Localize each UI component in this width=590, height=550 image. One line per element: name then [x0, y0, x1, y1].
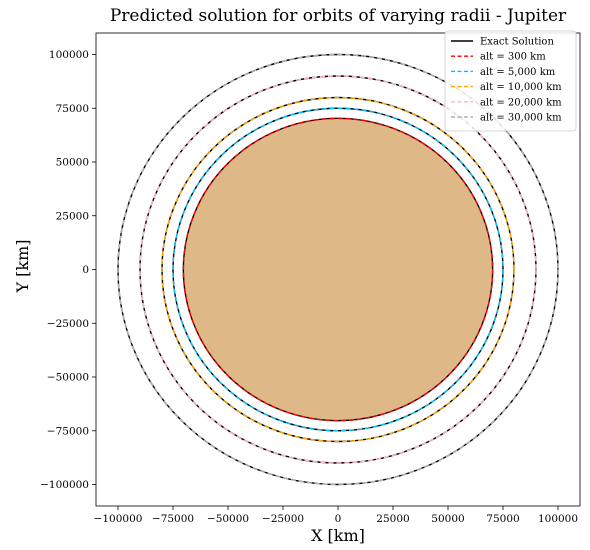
y-axis: −100000 −75000 −50000 −25000 0 25000 50000 7500… [40, 49, 96, 491]
x-tick-label: −25000 [262, 513, 304, 525]
y-tick-label: −75000 [47, 425, 89, 437]
y-tick-label: 75000 [56, 103, 89, 115]
predicted-orbit-alt-300-km [182, 117, 494, 422]
x-tick-label: 25000 [376, 513, 409, 525]
legend-label-alt-5-000-km: alt = 5,000 km [480, 67, 556, 78]
x-tick-label: 100000 [538, 513, 578, 525]
y-axis-label: Y [km] [13, 240, 32, 294]
x-tick-label: 75000 [486, 513, 519, 525]
y-tick-label: 0 [82, 264, 89, 276]
legend-label-alt-20-000-km: alt = 20,000 km [480, 97, 562, 108]
legend-label-alt-30-000-km: alt = 30,000 km [480, 113, 562, 124]
predicted-orbit-alt-5-000-km [172, 107, 504, 432]
y-tick-label: 25000 [56, 210, 89, 222]
x-tick-label: 0 [335, 513, 342, 525]
y-tick-label: 50000 [56, 157, 89, 169]
predicted-orbit-alt-10-000-km [161, 96, 515, 443]
x-tick-label: −75000 [152, 513, 194, 525]
y-tick-label: −100000 [40, 479, 89, 491]
y-tick-label: −25000 [47, 318, 89, 330]
x-axis-label: X [km] [311, 526, 365, 545]
predicted-orbit-alt-30-000-km [117, 53, 559, 486]
x-tick-label: −50000 [207, 513, 249, 525]
x-axis: −100000 −75000 −50000 −25000 0 25000 50000 7500… [94, 506, 578, 525]
planet-disk [184, 119, 492, 420]
y-tick-label: 100000 [49, 49, 89, 61]
x-tick-label: −100000 [94, 513, 143, 525]
plot-area [117, 53, 559, 486]
legend-label-alt-10-000-km: alt = 10,000 km [480, 82, 562, 93]
legend-box [444, 30, 577, 132]
legend-label-alt-300-km: alt = 300 km [480, 52, 546, 63]
x-tick-label: 50000 [431, 513, 464, 525]
legend: Exact Solution alt = 300 km alt = 5,000 km… [444, 30, 577, 132]
predicted-orbit-alt-20-000-km [139, 75, 537, 464]
chart-title: Predicted solution for orbits of varying… [110, 6, 567, 26]
y-tick-label: −50000 [47, 372, 89, 384]
legend-label-exact-solution: Exact Solution [480, 37, 554, 48]
